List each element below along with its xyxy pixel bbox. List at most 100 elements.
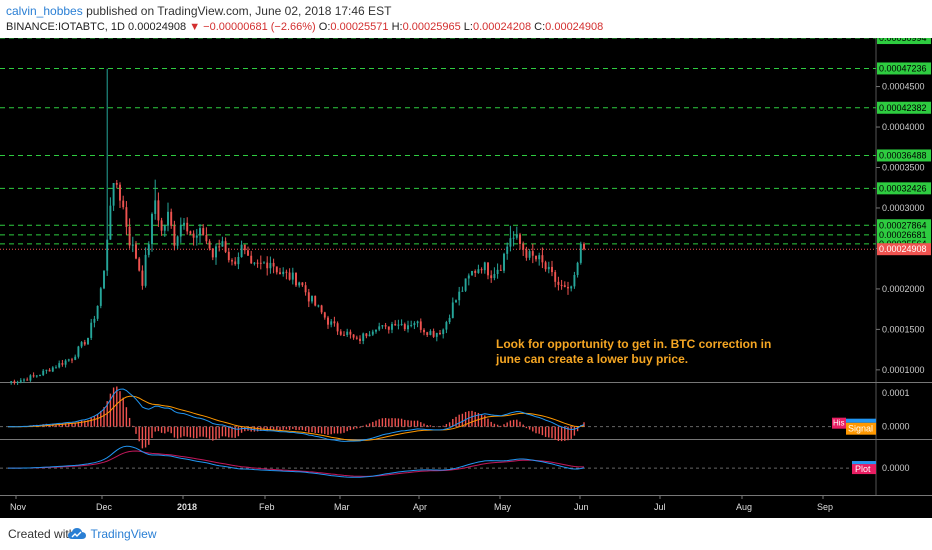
chart-canvas[interactable]: 0.00010000.00015000.00020000.00025000.00… (0, 38, 932, 518)
macd-histogram-bar (240, 426, 243, 433)
time-tick-label: May (494, 502, 512, 512)
candle-body (349, 331, 352, 335)
candle-body (541, 255, 544, 263)
candle-body (477, 269, 480, 273)
candle-body (301, 282, 304, 286)
macd-histogram-bar (208, 426, 211, 439)
macd-histogram-bar (346, 426, 348, 432)
macd-histogram-bar (535, 426, 537, 434)
candle-body (448, 317, 451, 323)
macd-histogram-bar (560, 426, 563, 442)
ohlc-line: BINANCE:IOTABTC, 1D 0.00024908 ▼ −0.0000… (6, 21, 603, 33)
macd-histogram-bar (308, 426, 310, 433)
candle-body (48, 369, 51, 372)
macd-histogram-bar (400, 418, 403, 427)
macd-histogram-bar (173, 426, 176, 438)
candle-body (259, 262, 262, 264)
candle-body (291, 272, 294, 280)
macd-histogram-bar (167, 426, 169, 432)
low-label: L: (463, 21, 473, 33)
candle-body (269, 262, 272, 269)
candle-body (58, 363, 61, 368)
macd-histogram-bar (189, 426, 192, 438)
macd-histogram-bar (311, 426, 313, 433)
candle-body (71, 359, 73, 361)
candle-body (403, 324, 406, 330)
macd-histogram-bar (567, 426, 569, 441)
macd-histogram-bar (122, 397, 124, 427)
macd-histogram-bar (253, 426, 256, 432)
macd-histogram-bar (202, 426, 204, 437)
time-tick-label: Sep (817, 502, 833, 512)
candle-body (330, 321, 333, 325)
candle-body (19, 380, 22, 382)
macd-histogram-bar (71, 423, 73, 427)
time-tick-label: 2018 (177, 502, 197, 512)
macd-histogram-bar (119, 391, 121, 427)
candle-body (451, 302, 454, 318)
candle-body (461, 290, 464, 292)
price-tick-label: 0.0003500 (882, 163, 925, 173)
candle-body (218, 246, 221, 248)
candle-body (208, 241, 211, 249)
close-label: C: (534, 21, 546, 33)
macd-histogram-bar (557, 426, 560, 442)
macd-histogram-bar (80, 420, 83, 427)
macd-histogram-bar (87, 420, 89, 427)
macd-tick-label: 0.0001 (882, 388, 910, 398)
candle-body (112, 182, 115, 206)
candle-body (307, 292, 310, 302)
macd-histogram-bar (426, 425, 428, 427)
macd-histogram-bar (484, 415, 486, 427)
candle-body (42, 370, 45, 376)
macd-histogram-bar (404, 419, 406, 427)
price-tick-label: 0.0001500 (882, 324, 925, 334)
candle-body (503, 253, 505, 271)
candle-body (138, 258, 141, 271)
candle-body (263, 262, 265, 264)
candle-body (170, 211, 173, 226)
candle-body (90, 322, 93, 338)
macd-histogram-bar (352, 426, 355, 430)
macd-histogram-bar (116, 386, 118, 427)
macd-histogram-bar (320, 426, 323, 434)
macd-histogram-bar (295, 426, 297, 431)
candle-body (435, 332, 438, 337)
candle-body (538, 255, 541, 260)
plot-legend-label: Plot (855, 464, 871, 474)
macd-histogram-bar (452, 418, 454, 427)
macd-histogram-bar (269, 426, 272, 430)
candle-body (35, 375, 38, 377)
macd-histogram-bar (500, 425, 502, 427)
macd-histogram-bar (397, 418, 400, 427)
level-badge-label: 0.00042382 (879, 103, 927, 113)
macd-histogram-bar (218, 426, 220, 439)
tradingview-link[interactable]: TradingView (68, 525, 157, 543)
candle-body (343, 334, 345, 336)
candle-body (442, 329, 445, 335)
candle-body (157, 200, 160, 221)
macd-histogram-bar (285, 426, 288, 430)
macd-histogram-bar (340, 426, 342, 434)
time-tick-label: Feb (259, 502, 275, 512)
candle-body (397, 324, 400, 326)
candle-body (384, 325, 387, 327)
candle-body (304, 285, 307, 293)
open-label: O: (318, 21, 331, 33)
author-link[interactable]: calvin_hobbes (6, 4, 83, 18)
macd-histogram-bar (407, 420, 409, 427)
tradingview-cloud-icon (68, 527, 86, 539)
macd-histogram-bar (244, 426, 246, 432)
macd-histogram-bar (96, 414, 99, 427)
macd-histogram-bar (343, 426, 345, 433)
chart-background (0, 38, 932, 518)
macd-histogram-bar (170, 426, 172, 434)
candle-body (455, 300, 457, 303)
candle-body (547, 266, 550, 270)
candle-body (576, 262, 579, 275)
macd-histogram-bar (138, 426, 140, 442)
candle-body (16, 381, 19, 383)
oscillator-zero-label: 0.0000 (882, 463, 910, 473)
macd-histogram-bar (394, 418, 396, 427)
macd-histogram-bar (573, 426, 576, 436)
